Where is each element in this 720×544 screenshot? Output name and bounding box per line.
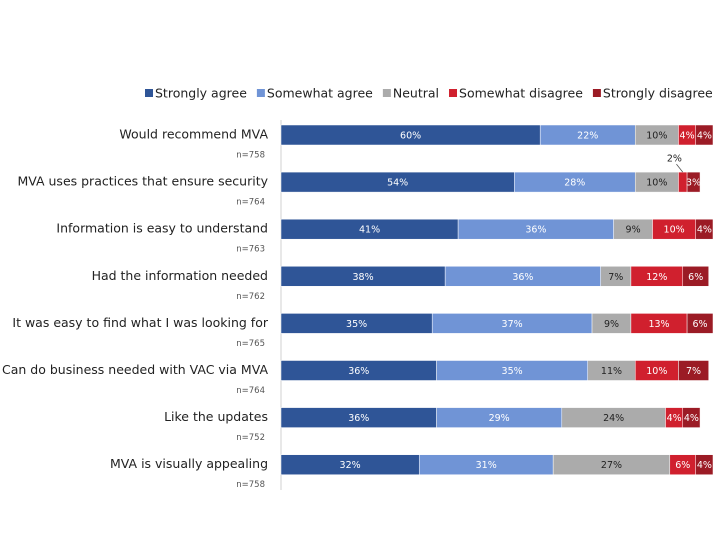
bar-segment xyxy=(686,313,714,334)
bar-segment xyxy=(686,171,701,193)
legend-swatch xyxy=(592,89,601,97)
category-label: Would recommend MVA xyxy=(119,127,268,142)
category-label: Information is easy to understand xyxy=(56,221,268,236)
bar-segment xyxy=(695,124,714,146)
category-label: MVA uses practices that ensure security xyxy=(17,174,268,189)
value-label: 11% xyxy=(601,366,622,377)
value-label: 35% xyxy=(502,366,523,377)
category-label: Can do business needed with VAC via MVA xyxy=(2,362,268,377)
value-label: 9% xyxy=(626,225,641,236)
value-label: 28% xyxy=(564,178,585,189)
sample-size: n=763 xyxy=(236,245,265,255)
bar-segment xyxy=(695,454,714,475)
value-label: 41% xyxy=(359,225,380,236)
leader-line xyxy=(676,163,684,173)
value-label: 6% xyxy=(693,319,708,330)
legend-label: Somewhat agree xyxy=(267,86,373,101)
value-label: 4% xyxy=(697,225,712,236)
value-label: 10% xyxy=(664,225,685,236)
value-label: 54% xyxy=(387,178,408,189)
legend-label: Somewhat disagree xyxy=(459,86,583,101)
sample-size: n=752 xyxy=(236,433,265,443)
value-label: 2% xyxy=(667,154,682,165)
value-label: 10% xyxy=(646,178,667,189)
value-label: 31% xyxy=(476,460,497,471)
value-label: 32% xyxy=(340,460,361,471)
sample-size: n=758 xyxy=(236,480,265,490)
value-label: 38% xyxy=(353,272,374,283)
category-label: It was easy to find what I was looking f… xyxy=(12,315,268,330)
value-label: 7% xyxy=(686,366,701,377)
value-label: 9% xyxy=(604,319,619,330)
value-label: 4% xyxy=(667,413,682,424)
value-label: 37% xyxy=(502,319,523,330)
value-label: 10% xyxy=(646,366,667,377)
value-label: 7% xyxy=(608,272,623,283)
value-label: 35% xyxy=(346,319,367,330)
value-label: 4% xyxy=(680,131,695,142)
bar-segment xyxy=(682,407,701,428)
sample-size: n=758 xyxy=(236,151,265,161)
sample-size: n=764 xyxy=(236,198,265,208)
legend-swatch xyxy=(256,89,265,97)
legend-swatch xyxy=(449,89,458,97)
category-label: MVA is visually appealing xyxy=(110,456,268,471)
legend-swatch xyxy=(145,89,153,97)
value-label: 6% xyxy=(688,272,703,283)
legend-label: Strongly disagree xyxy=(603,86,713,101)
value-label: 36% xyxy=(525,225,546,236)
value-label: 24% xyxy=(603,413,624,424)
value-label: 36% xyxy=(512,272,533,283)
value-label: 4% xyxy=(697,460,712,471)
value-label: 13% xyxy=(648,319,669,330)
value-label: 10% xyxy=(646,131,667,142)
value-label: 4% xyxy=(684,413,699,424)
bar-segment xyxy=(678,360,709,381)
sample-size: n=764 xyxy=(236,386,265,396)
value-label: 6% xyxy=(675,460,690,471)
value-label: 22% xyxy=(577,131,598,142)
value-label: 3% xyxy=(686,178,701,189)
category-label: Had the information needed xyxy=(92,268,268,283)
bar-segment xyxy=(695,218,714,240)
value-label: 27% xyxy=(601,460,622,471)
value-label: 29% xyxy=(489,413,510,424)
legend-swatch xyxy=(382,89,391,97)
sample-size: n=762 xyxy=(236,292,265,302)
bar-segment xyxy=(682,266,709,287)
value-label: 36% xyxy=(348,413,369,424)
category-label: Like the updates xyxy=(164,409,268,424)
value-label: 4% xyxy=(697,131,712,142)
sample-size: n=765 xyxy=(236,339,265,349)
legend-label: Neutral xyxy=(393,86,439,101)
value-label: 36% xyxy=(348,366,369,377)
value-label: 12% xyxy=(646,272,667,283)
value-label: 60% xyxy=(400,131,421,142)
legend-label: Strongly agree xyxy=(155,86,247,101)
